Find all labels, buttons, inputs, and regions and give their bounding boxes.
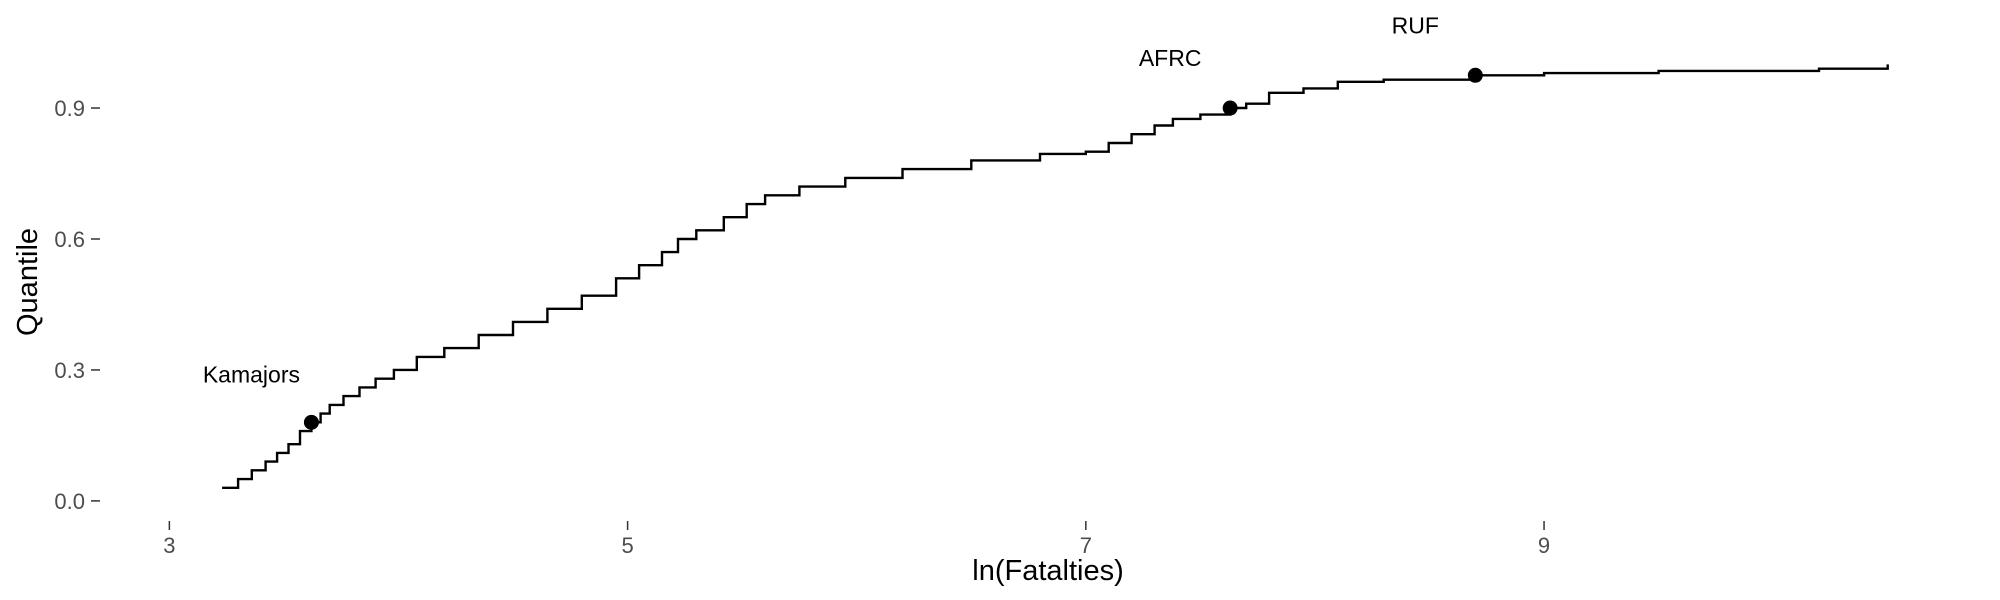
x-axis: 3 5 7 9 (163, 521, 1550, 558)
point-afrc (1222, 100, 1238, 116)
point-label-afrc: AFRC (1139, 45, 1202, 71)
point-kamajors (303, 414, 319, 430)
x-tick-label: 9 (1538, 533, 1550, 558)
x-tick-label: 3 (163, 533, 175, 558)
ecdf-step-line (222, 64, 1889, 489)
y-tick-label: 0.9 (54, 96, 85, 121)
x-tick-label: 5 (621, 533, 633, 558)
annotated-points: Kamajors AFRC RUF (203, 12, 1483, 430)
y-tick-label: 0.6 (54, 227, 85, 252)
point-ruf (1467, 67, 1483, 83)
plot-area (222, 64, 1889, 489)
y-tick-label: 0.0 (54, 489, 85, 514)
x-axis-title: ln(Fatalties) (972, 555, 1124, 587)
x-tick-label: 7 (1080, 533, 1092, 558)
point-label-kamajors: Kamajors (203, 361, 300, 387)
y-axis: 0.0 0.3 0.6 0.9 (54, 96, 100, 514)
y-axis-title: Quantile (12, 228, 44, 336)
point-label-ruf: RUF (1392, 12, 1439, 38)
y-tick-label: 0.3 (54, 358, 85, 383)
